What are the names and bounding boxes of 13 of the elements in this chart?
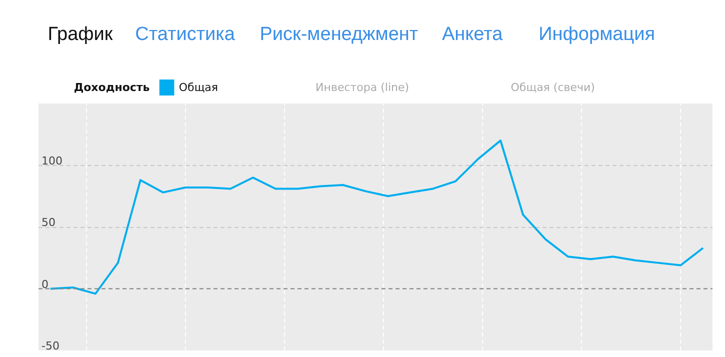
y-tick-label: 50 — [42, 216, 56, 229]
y-tick-label: 0 — [42, 278, 48, 291]
text: Анкета — [442, 24, 504, 45]
text: Статистика — [135, 24, 236, 45]
y-tick-label: -50 — [42, 340, 60, 352]
chart-title: Доходность — [74, 81, 150, 94]
text: Общая (свечи) — [510, 81, 595, 94]
legend-label: Общая — [178, 81, 218, 94]
text: Информация — [538, 24, 655, 45]
text: Риск-менеджмент — [260, 24, 418, 45]
text: График — [48, 24, 114, 45]
text: Инвестора (line) — [316, 81, 410, 94]
y-tick-label: 100 — [42, 154, 62, 168]
